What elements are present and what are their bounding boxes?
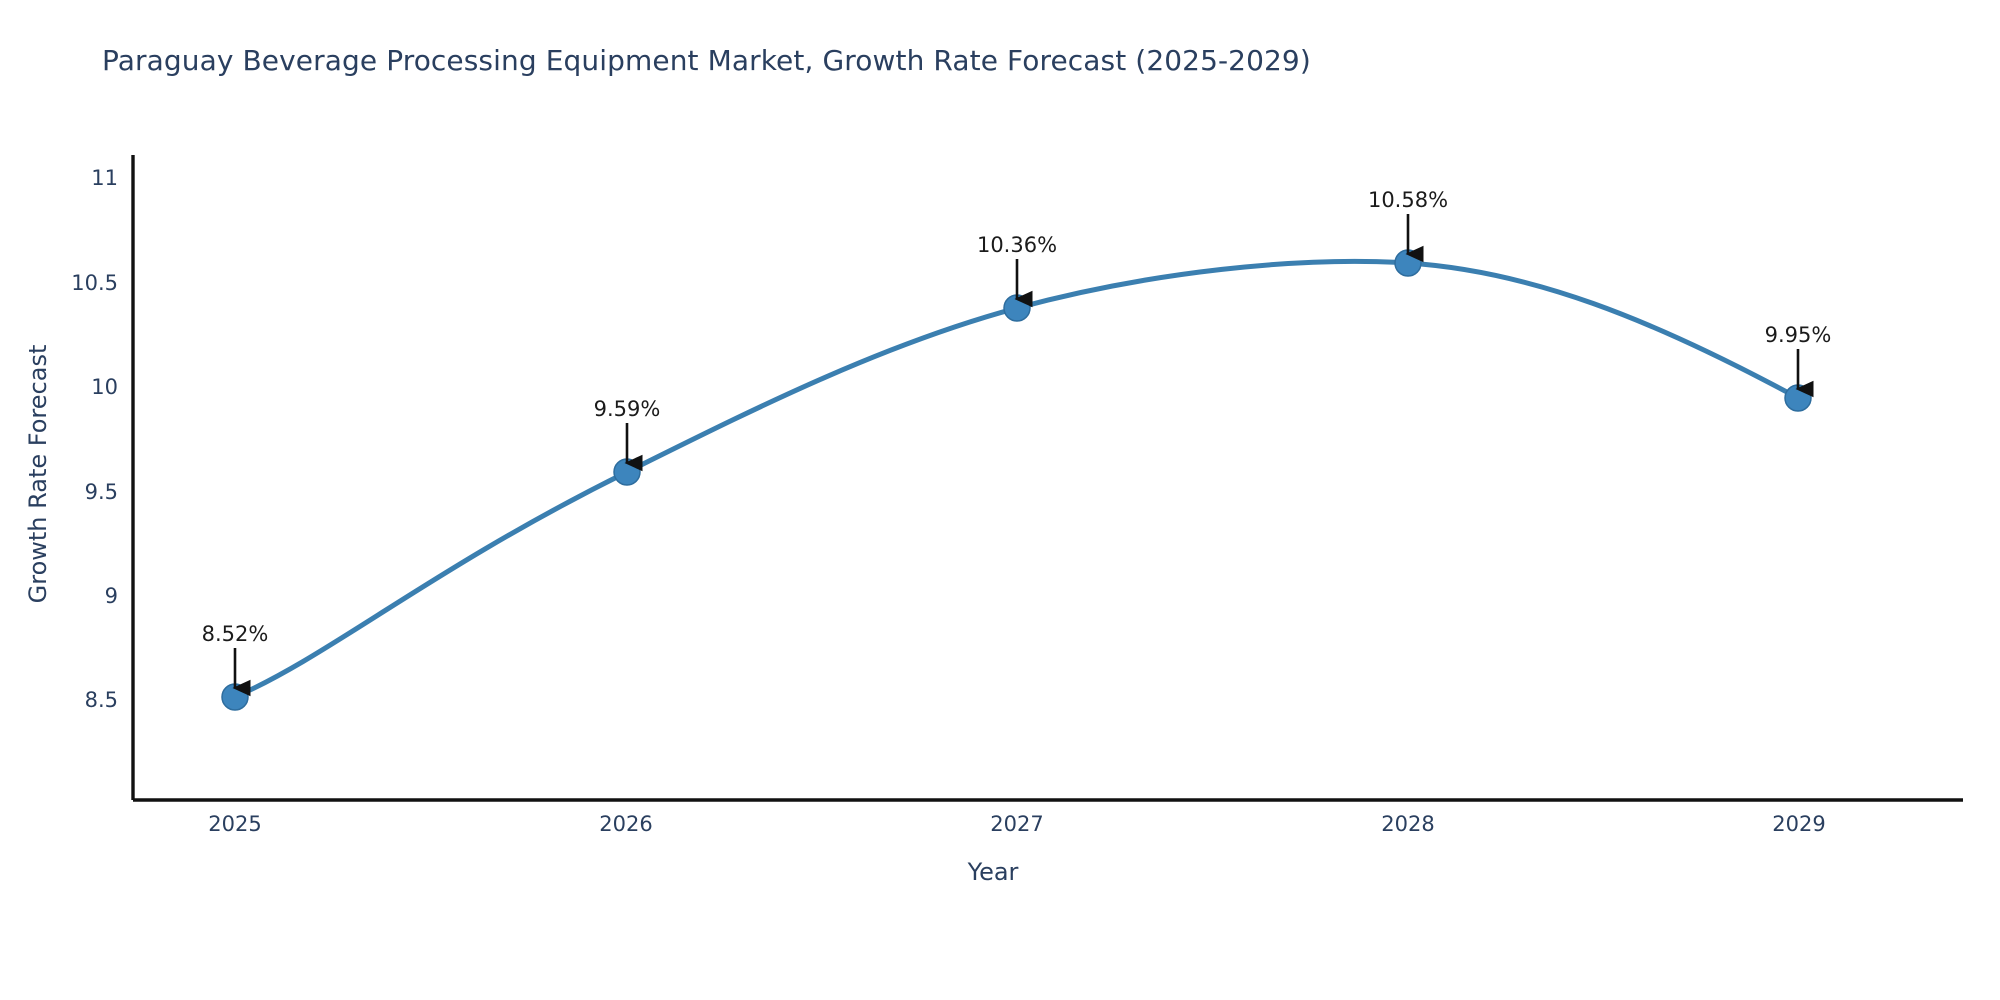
y-tick-label: 11 [91, 166, 118, 190]
x-tick-label-2028: 2028 [1381, 812, 1435, 836]
x-tick-label-2025: 2025 [208, 812, 262, 836]
x-tick-label-2026: 2026 [599, 812, 653, 836]
data-label-2029: 9.95% [1764, 323, 1832, 347]
data-label-2026: 9.59% [593, 397, 661, 421]
x-axis-title: Year [967, 858, 1019, 886]
data-line [232, 258, 1801, 700]
data-label-2027: 10.36% [976, 233, 1058, 257]
x-tick-label-2027: 2027 [990, 812, 1044, 836]
y-tick-label: 10 [91, 375, 118, 399]
y-tick-label: 9.5 [84, 480, 118, 504]
chart-title: Paraguay Beverage Processing Equipment M… [102, 44, 1311, 77]
x-tick-label-2029: 2029 [1772, 812, 1826, 836]
y-tick-label: 10.5 [71, 271, 118, 295]
data-label-2025: 8.52% [201, 622, 269, 646]
footer-note-container: Note: The market forecast is derived thr… [0, 895, 2000, 955]
y-tick-label: 8.5 [84, 688, 118, 712]
y-tick-label: 9 [104, 584, 118, 608]
data-label-2028: 10.58% [1367, 188, 1449, 212]
